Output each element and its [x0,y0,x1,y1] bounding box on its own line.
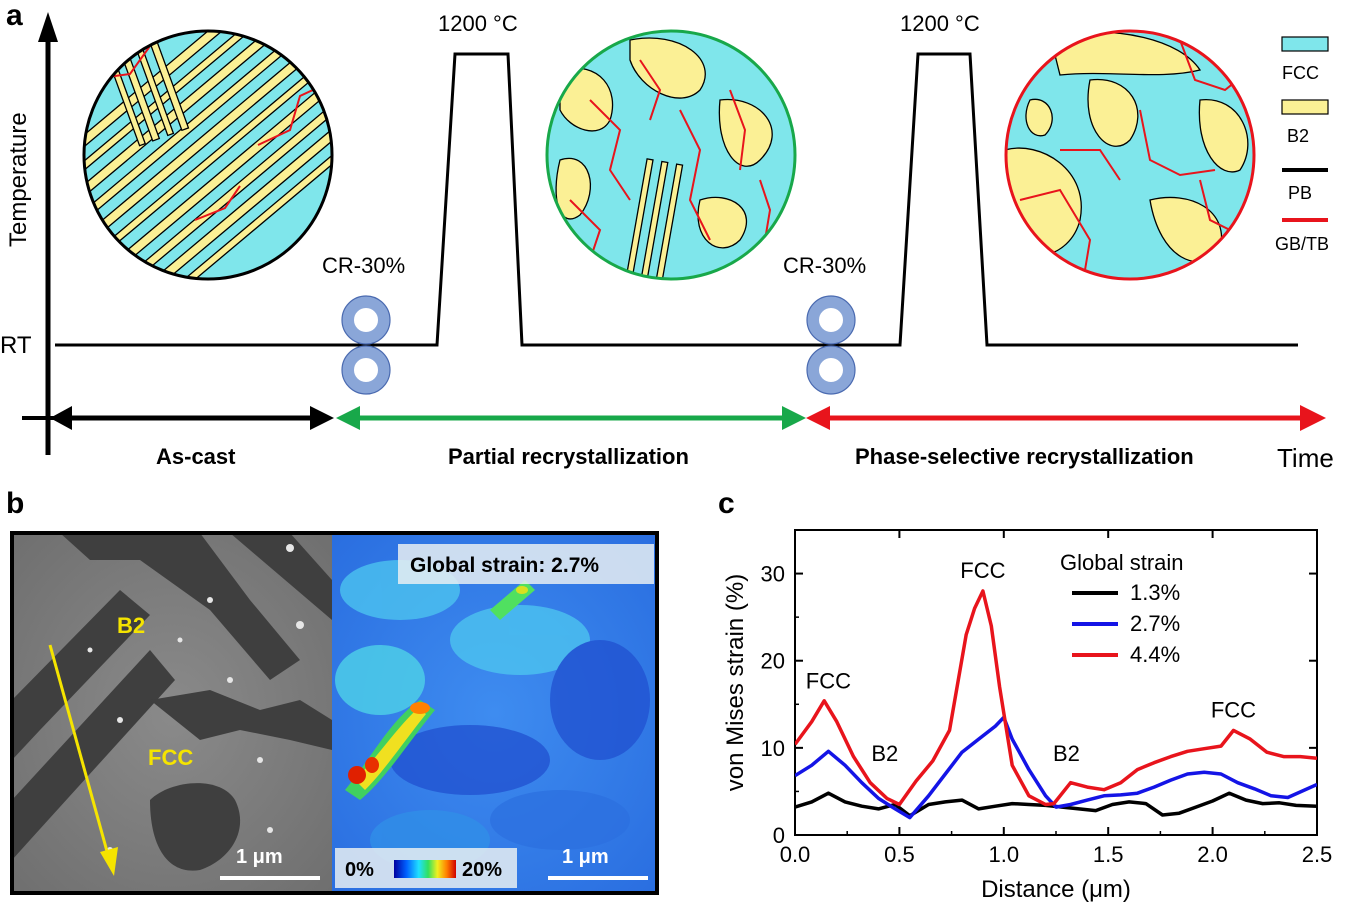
line-profile-arrow [48,644,118,876]
y-tick-label: 20 [761,649,785,674]
scale-bar-left-label: 1 μm [236,846,283,868]
global-strain-label: Global strain: 2.7% [410,554,599,577]
plot-frame [794,529,1318,836]
strain-profile-chart: 0.0 0.5 1.0 1.5 2.0 2.5 0 10 20 30 Distance (μm) vo… [722,529,1333,903]
panel-a-axes [22,12,100,455]
legend-fcc-label: FCC [1282,63,1319,83]
b2-band [230,533,332,620]
phase-annotation: FCC [806,669,851,694]
legend-b2-label: B2 [1287,126,1309,146]
legend-pb-label: PB [1288,183,1312,203]
global-strain-box [398,544,654,584]
x-tick-label: 2.0 [1197,842,1228,867]
temperature-profile-line [55,52,1298,347]
b2-band [60,533,300,680]
colorbar [394,860,456,878]
sem-image [12,533,332,893]
b2-grain [150,783,241,871]
b2-phase-label: B2 [117,613,145,638]
time-axis-label: Time [1277,443,1334,473]
scale-bar-right-label: 1 μm [562,846,609,868]
b2-band [12,590,150,760]
x-tick-label: 1.5 [1093,842,1124,867]
peak-temp-1: 1200 °C [438,11,518,36]
x-axis-label: Distance (μm) [981,876,1131,903]
b2-band [12,650,175,860]
cold-roll-icon-2 [806,295,856,395]
legend-gbtb-label: GB/TB [1275,234,1329,254]
panel-b-letter: b [6,487,24,520]
panel-b-frame [10,531,659,895]
stage-phase-selective: Phase-selective recrystallization [855,444,1194,469]
as-cast-arrow [50,406,334,430]
y-tick-label: 0 [773,823,785,848]
strain-map [332,533,657,893]
y-tick-label: 30 [761,562,785,587]
x-tick-label: 2.5 [1302,842,1333,867]
colorbar-min-label: 0% [345,859,374,881]
phase-legend: FCC B2 PB GB/TB [1275,36,1329,254]
x-tick-label: 1.0 [989,842,1020,867]
cold-roll-label-1: CR-30% [322,253,405,278]
legend-label: 4.4% [1130,642,1180,667]
legend-b2-swatch [1281,99,1329,115]
fcc-phase-label: FCC [148,745,193,770]
x-tick-label: 0.5 [884,842,915,867]
cold-roll-label-2: CR-30% [783,253,866,278]
legend-label: 2.7% [1130,611,1180,636]
phase-annotation: FCC [1211,697,1256,722]
series-group [795,589,1317,820]
legend-label: 1.3% [1130,580,1180,605]
colorbar-max-label: 20% [462,859,502,881]
phase-selective-arrow [806,405,1326,431]
series-line-13 [795,791,1317,818]
legend-title: Global strain [1060,550,1184,575]
panel-a-letter: a [6,0,23,32]
peak-temp-2: 1200 °C [900,11,980,36]
b2-band [150,690,332,750]
cold-roll-icon-1 [341,295,391,395]
phase-annotation: B2 [1053,741,1080,766]
phase-selective-microstructure [1004,29,1256,281]
y-axis-arrowhead [38,12,58,42]
as-cast-microstructure [82,29,334,281]
temperature-axis-label: Temperature [5,112,32,247]
series-line-44 [795,589,1317,807]
phase-annotation: FCC [960,558,1005,583]
partial-recrystallization-microstructure [545,29,797,281]
series-line-27 [795,715,1317,820]
rt-label: RT [0,332,32,359]
y-axis-label: von Mises strain (%) [722,574,749,791]
partial-arrow [336,406,806,430]
stage-as-cast: As-cast [156,444,236,469]
y-tick-label: 10 [761,736,785,761]
phase-annotation: B2 [871,741,898,766]
x-tick-label: 0.0 [780,842,811,867]
panel-c-letter: c [718,487,735,520]
legend-fcc-swatch [1281,36,1329,52]
stage-partial: Partial recrystallization [448,444,689,469]
